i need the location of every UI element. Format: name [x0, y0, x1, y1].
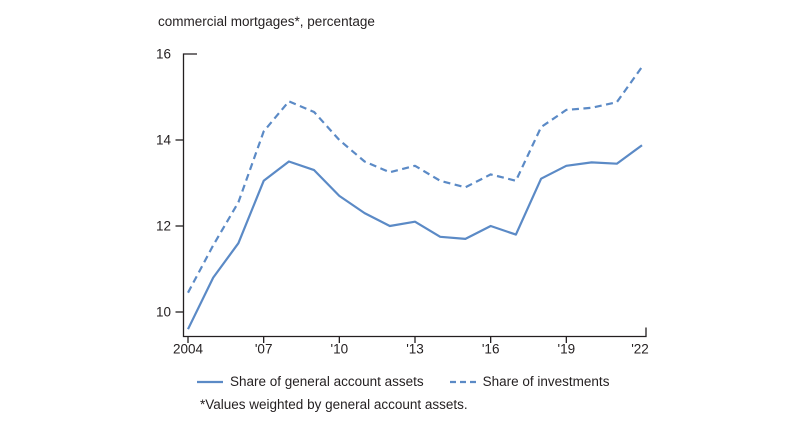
x-tick-label: '07 [255, 342, 273, 357]
legend-item-general-account-assets: Share of general account assets [197, 374, 424, 389]
series-line-general-account-assets [187, 144, 643, 330]
x-tick-label: '16 [482, 342, 500, 357]
y-tick-label: 14 [156, 133, 172, 148]
legend-label-investments: Share of investments [482, 374, 610, 389]
x-tick-label: '10 [331, 342, 349, 357]
y-tick-label: 10 [156, 305, 171, 320]
dashed-line-swatch-icon [449, 380, 476, 383]
x-tick-label: '13 [406, 342, 424, 357]
axis-frame [182, 53, 647, 338]
legend: Share of general account assets Share of… [197, 374, 609, 389]
series-line-investments [187, 66, 643, 294]
x-tick-label: '19 [558, 342, 576, 357]
legend-label-general-account-assets: Share of general account assets [230, 374, 424, 389]
y-tick-label: 16 [156, 47, 171, 62]
x-tick-label: '22 [631, 342, 649, 357]
solid-line-swatch-icon [197, 380, 223, 383]
y-tick-label: 12 [156, 219, 171, 234]
legend-item-investments: Share of investments [449, 374, 610, 389]
chart-footnote: *Values weighted by general account asse… [200, 397, 468, 412]
x-tick-label: 2004 [173, 342, 204, 357]
chart-title: commercial mortgages*, percentage [158, 14, 375, 29]
